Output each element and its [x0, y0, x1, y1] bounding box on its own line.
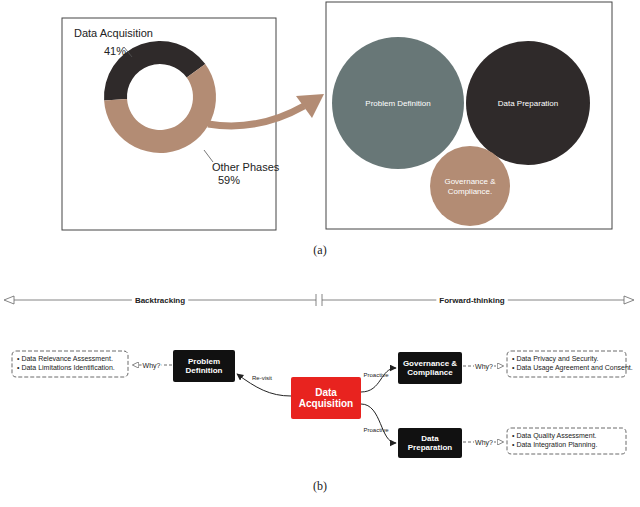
edge [361, 368, 396, 392]
panel-label: (a) [313, 243, 326, 257]
reason-box [507, 428, 626, 454]
divider [316, 294, 317, 306]
node-label: Data [421, 434, 439, 443]
bubble [430, 146, 510, 226]
center-node-label: Acquisition [299, 398, 353, 409]
reason-item: • Data Usage Agreement and Consent. [512, 364, 633, 372]
donut-slice [104, 41, 205, 101]
why-label: Why? [475, 439, 493, 447]
reason-box [12, 351, 128, 377]
node-label: Definition [186, 366, 223, 375]
reason-item: • Data Quality Assessment. [512, 432, 597, 440]
reason-item: • Data Privacy and Security. [512, 355, 598, 363]
bubble [332, 37, 464, 169]
node [398, 352, 462, 384]
edge-label: Re-visit [252, 375, 272, 381]
reason-item: • Data Limitations Identification. [17, 364, 115, 371]
slice-label: Data Acquisition [74, 27, 153, 39]
center-node-label: Data [315, 387, 337, 398]
arrow-head-open [624, 296, 634, 304]
label-background [142, 362, 162, 370]
arrow-head-open [4, 296, 14, 304]
why-label: Why? [143, 362, 161, 370]
edge [361, 404, 396, 443]
center-node [291, 377, 361, 419]
arrow [208, 106, 304, 126]
donut-slice [104, 64, 216, 153]
bubble-label: Governance & [444, 177, 496, 186]
bubble-label: Compliance. [448, 187, 492, 196]
edge-label: Proactive [363, 372, 389, 378]
edge-label: Proactive [363, 427, 389, 433]
timeline-label: Forward-thinking [439, 296, 504, 305]
node-label: Compliance [407, 368, 453, 377]
reason-item: • Data Relevance Assessment. [17, 355, 113, 362]
label-background [474, 439, 494, 447]
node [173, 350, 235, 382]
node-label: Governance & [403, 359, 457, 368]
bubble [466, 41, 590, 165]
bubble-label: Problem Definition [365, 99, 430, 108]
why-label: Why? [475, 363, 493, 371]
edge [237, 374, 291, 396]
figure: Data Acquisition 41% Other Phases59% Proble… [0, 0, 640, 507]
frame [326, 2, 612, 229]
divider [322, 294, 323, 306]
reason-item: • Data Integration Planning. [512, 441, 597, 449]
label-background [474, 363, 494, 371]
node [398, 428, 462, 458]
label-background [436, 296, 507, 305]
slice-label: Other Phases [212, 161, 280, 173]
node-label: Problem [188, 357, 220, 366]
donut [104, 41, 216, 153]
data-label: 59% [218, 174, 240, 186]
node-label: Preparation [408, 443, 453, 452]
label-background [132, 296, 188, 305]
timeline-label: Backtracking [135, 296, 185, 305]
data-label: 41% [104, 45, 126, 57]
bubble-label: Data Preparation [498, 99, 558, 108]
arrow-head [296, 94, 324, 118]
panel-label: (b) [313, 479, 327, 493]
